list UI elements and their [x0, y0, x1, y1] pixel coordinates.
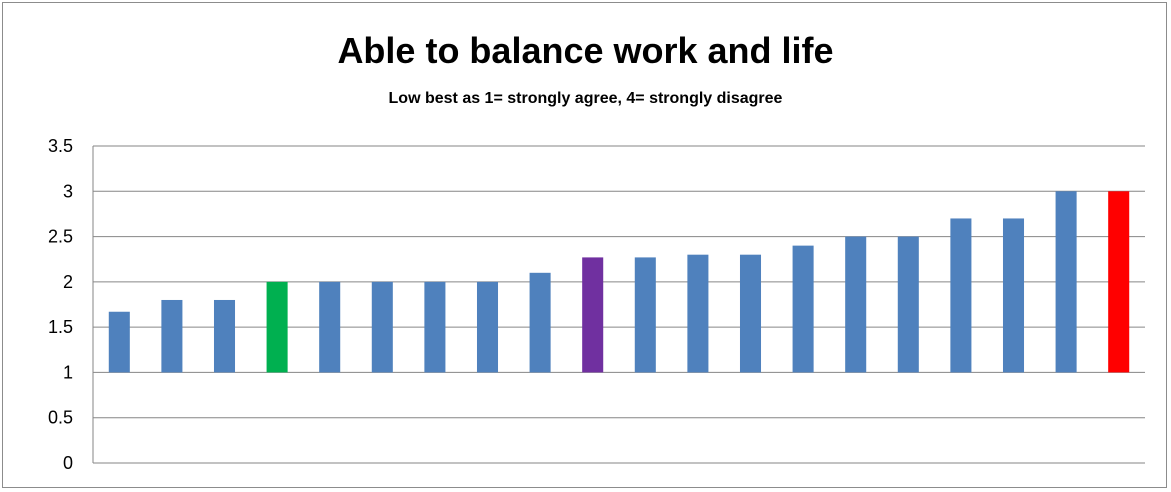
bar [319, 281, 341, 373]
bar [266, 281, 288, 373]
bar [950, 218, 972, 373]
y-axis-ticks: 0 0.5 1 1.5 2 2.5 3 3.5 [48, 136, 73, 473]
bar [582, 257, 604, 373]
chart-subtitle: Low best as 1= strongly agree, 4= strong… [388, 90, 783, 107]
bar [108, 311, 130, 373]
bar [424, 281, 446, 373]
bar [687, 254, 709, 373]
bar [529, 272, 551, 373]
y-tick-label: 2.5 [48, 227, 73, 247]
bar [739, 254, 762, 373]
chart-title: Able to balance work and life [337, 30, 834, 71]
y-tick-label: 0 [63, 453, 73, 473]
bar [213, 299, 236, 373]
bars [108, 191, 1130, 373]
bar [792, 245, 814, 373]
bar [897, 236, 919, 373]
bar [845, 236, 867, 373]
y-tick-label: 2 [63, 272, 73, 292]
bar [1002, 218, 1025, 373]
bar [161, 299, 183, 373]
gridlines [93, 145, 1145, 419]
y-tick-label: 3 [63, 181, 73, 201]
y-tick-label: 0.5 [48, 408, 73, 428]
y-tick-label: 3.5 [48, 136, 73, 156]
bar [1055, 191, 1077, 373]
bar [1108, 191, 1130, 373]
bar [371, 281, 393, 373]
y-tick-label: 1 [63, 362, 73, 382]
bar [634, 257, 656, 373]
y-tick-label: 1.5 [48, 317, 73, 337]
bar [476, 281, 499, 373]
